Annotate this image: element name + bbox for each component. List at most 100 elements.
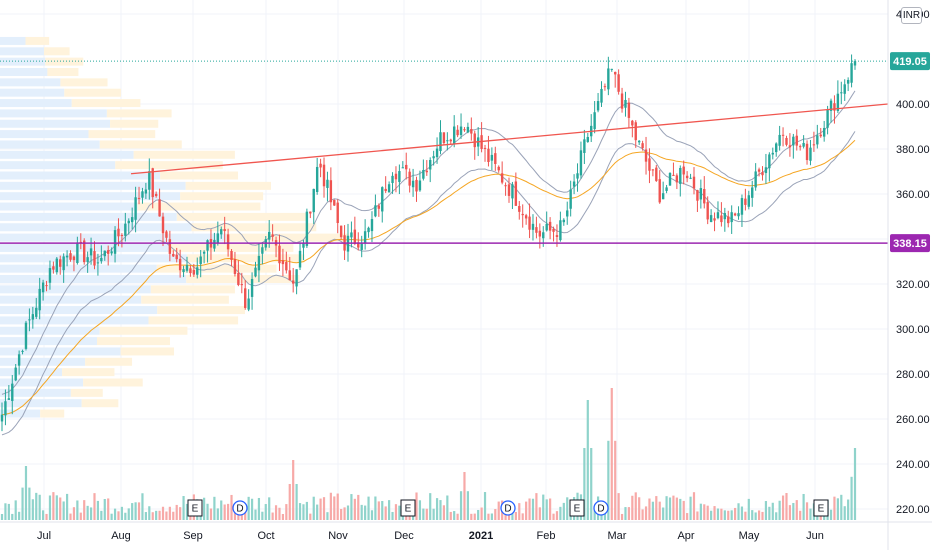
candle-body[interactable] xyxy=(298,250,302,268)
candle-body[interactable] xyxy=(196,267,199,275)
candle-body[interactable] xyxy=(257,255,261,271)
candle-body[interactable] xyxy=(363,231,367,244)
candle-body[interactable] xyxy=(723,213,727,220)
candle-body[interactable] xyxy=(425,170,428,173)
candle-body[interactable] xyxy=(38,288,41,311)
dividend-event-marker[interactable]: D xyxy=(232,500,248,516)
candle-body[interactable] xyxy=(202,251,206,254)
candle-body[interactable] xyxy=(237,273,240,285)
candle-body[interactable] xyxy=(14,367,17,381)
candle-body[interactable] xyxy=(175,254,178,260)
candle-body[interactable] xyxy=(319,163,322,168)
dividend-event-marker[interactable]: D xyxy=(500,500,516,516)
last-price-tag[interactable]: 419.05 xyxy=(890,52,930,71)
candle-body[interactable] xyxy=(28,319,31,321)
candle-body[interactable] xyxy=(377,205,381,209)
candle-body[interactable] xyxy=(278,245,281,264)
candle-body[interactable] xyxy=(576,173,579,179)
candle-body[interactable] xyxy=(45,285,48,287)
candle-body[interactable] xyxy=(466,126,470,133)
candle-body[interactable] xyxy=(329,180,333,203)
candle-body[interactable] xyxy=(792,136,795,146)
candle-body[interactable] xyxy=(771,152,774,155)
candle-body[interactable] xyxy=(521,213,524,216)
candle-body[interactable] xyxy=(668,173,672,186)
candle-body[interactable] xyxy=(593,112,596,130)
candle-body[interactable] xyxy=(572,181,576,187)
candle-body[interactable] xyxy=(583,139,586,153)
candle-body[interactable] xyxy=(706,202,709,220)
candle-body[interactable] xyxy=(31,314,35,320)
candle-body[interactable] xyxy=(805,143,809,161)
candle-body[interactable] xyxy=(596,101,600,111)
candle-body[interactable] xyxy=(452,126,456,144)
candle-body[interactable] xyxy=(141,191,144,198)
candle-body[interactable] xyxy=(439,132,442,152)
candle-body[interactable] xyxy=(730,212,733,223)
candle-body[interactable] xyxy=(449,139,452,142)
candle-body[interactable] xyxy=(446,140,449,142)
candle-body[interactable] xyxy=(134,197,137,220)
candle-body[interactable] xyxy=(737,213,740,217)
candle-body[interactable] xyxy=(168,239,172,254)
candle-body[interactable] xyxy=(751,187,754,198)
candle-body[interactable] xyxy=(189,268,192,274)
candle-body[interactable] xyxy=(781,134,785,136)
candle-body[interactable] xyxy=(223,229,226,232)
candle-body[interactable] xyxy=(535,227,538,233)
candle-body[interactable] xyxy=(507,184,511,196)
candle-body[interactable] xyxy=(685,175,689,179)
candle-body[interactable] xyxy=(387,184,391,193)
earnings-event-marker[interactable]: E xyxy=(187,499,203,517)
candle-body[interactable] xyxy=(302,243,305,248)
candle-body[interactable] xyxy=(812,144,816,146)
candle-body[interactable] xyxy=(600,88,603,103)
candle-body[interactable] xyxy=(542,232,545,239)
candle-body[interactable] xyxy=(500,173,504,183)
candle-body[interactable] xyxy=(744,198,747,205)
candle-body[interactable] xyxy=(603,86,607,88)
candle-body[interactable] xyxy=(182,269,185,273)
candle-body[interactable] xyxy=(261,247,264,254)
candle-body[interactable] xyxy=(422,169,425,179)
candle-body[interactable] xyxy=(775,143,778,153)
candle-body[interactable] xyxy=(740,198,744,215)
candle-body[interactable] xyxy=(250,278,254,297)
candle-body[interactable] xyxy=(727,216,730,224)
candle-body[interactable] xyxy=(778,134,781,146)
candle-body[interactable] xyxy=(641,143,644,149)
candle-body[interactable] xyxy=(62,256,65,271)
earnings-event-marker[interactable]: E xyxy=(813,499,829,517)
candle-body[interactable] xyxy=(829,100,833,111)
candle-body[interactable] xyxy=(699,188,703,200)
candle-body[interactable] xyxy=(7,398,11,400)
candle-body[interactable] xyxy=(86,257,89,263)
candle-body[interactable] xyxy=(569,189,572,209)
candle-body[interactable] xyxy=(631,120,634,126)
candle-body[interactable] xyxy=(463,129,466,131)
candle-body[interactable] xyxy=(531,223,535,230)
candle-body[interactable] xyxy=(840,92,843,94)
candle-body[interactable] xyxy=(757,169,761,172)
candle-body[interactable] xyxy=(442,132,446,144)
candle-body[interactable] xyxy=(353,229,357,244)
candle-body[interactable] xyxy=(545,223,548,231)
candle-body[interactable] xyxy=(65,255,69,258)
candle-body[interactable] xyxy=(764,167,768,174)
candle-body[interactable] xyxy=(514,181,518,206)
candle-body[interactable] xyxy=(548,221,552,231)
candle-body[interactable] xyxy=(761,172,764,176)
candle-body[interactable] xyxy=(579,150,583,176)
candle-body[interactable] xyxy=(689,177,692,179)
candle-body[interactable] xyxy=(130,217,134,223)
candle-body[interactable] xyxy=(614,71,617,75)
candle-body[interactable] xyxy=(213,239,216,249)
candle-body[interactable] xyxy=(384,188,387,192)
candle-body[interactable] xyxy=(333,199,336,206)
candle-body[interactable] xyxy=(148,171,151,190)
candle-body[interactable] xyxy=(76,242,79,264)
candle-body[interactable] xyxy=(312,188,315,213)
candle-body[interactable] xyxy=(89,248,93,256)
